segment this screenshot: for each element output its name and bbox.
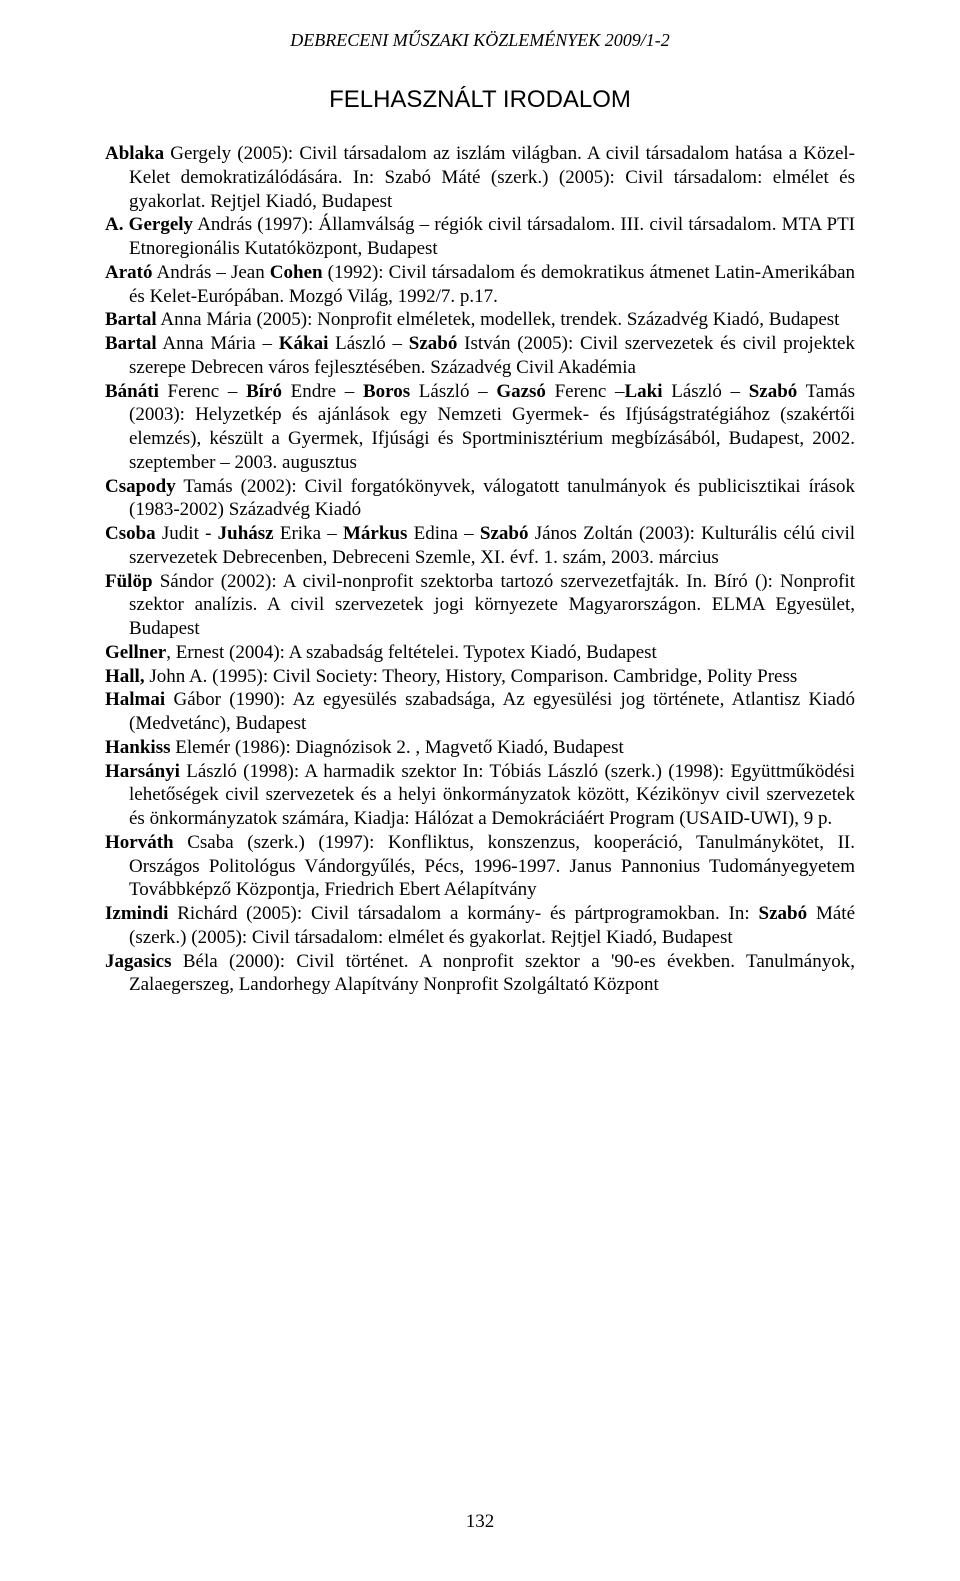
bib-entry: Jagasics Béla (2000): Civil történet. A …: [105, 950, 855, 998]
bib-entry: Harsányi László (1998): A harmadik szekt…: [105, 760, 855, 831]
bib-entry: Horváth Csaba (szerk.) (1997): Konfliktu…: [105, 831, 855, 902]
bib-entry: Gellner, Ernest (2004): A szabadság felt…: [105, 641, 855, 665]
bib-entry: Hankiss Elemér (1986): Diagnózisok 2. , …: [105, 736, 855, 760]
bib-entry: Bartal Anna Mária – Kákai László – Szabó…: [105, 332, 855, 380]
bib-entry: Arató András – Jean Cohen (1992): Civil …: [105, 261, 855, 309]
section-title: FELHASZNÁLT IRODALOM: [105, 86, 855, 114]
bib-entry: Hall, John A. (1995): Civil Society: The…: [105, 665, 855, 689]
bib-entry: Fülöp Sándor (2002): A civil-nonprofit s…: [105, 570, 855, 641]
bib-entry: Bartal Anna Mária (2005): Nonprofit elmé…: [105, 308, 855, 332]
bib-entry: A. Gergely András (1997): Államválság – …: [105, 213, 855, 261]
page-number: 132: [0, 1511, 960, 1533]
journal-header: DEBRECENI MŰSZAKI KÖZLEMÉNYEK 2009/1-2: [105, 30, 855, 51]
bib-entry: Csapody Tamás (2002): Civil forgatókönyv…: [105, 475, 855, 523]
bib-entry: Halmai Gábor (1990): Az egyesülés szabad…: [105, 688, 855, 736]
bib-entry: Csoba Judit - Juhász Erika – Márkus Edin…: [105, 522, 855, 570]
bibliography-list: Ablaka Gergely (2005): Civil társadalom …: [105, 142, 855, 997]
bib-entry: Izmindi Richárd (2005): Civil társadalom…: [105, 902, 855, 950]
bib-entry: Ablaka Gergely (2005): Civil társadalom …: [105, 142, 855, 213]
bib-entry: Bánáti Ferenc – Bíró Endre – Boros Lászl…: [105, 380, 855, 475]
